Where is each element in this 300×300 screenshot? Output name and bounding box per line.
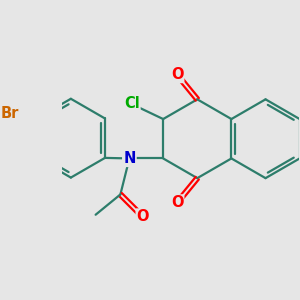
Text: N: N xyxy=(123,151,136,166)
Text: O: O xyxy=(171,67,183,82)
Text: Cl: Cl xyxy=(124,96,140,111)
Text: Br: Br xyxy=(1,106,19,122)
Text: O: O xyxy=(137,209,149,224)
Text: O: O xyxy=(171,195,183,210)
